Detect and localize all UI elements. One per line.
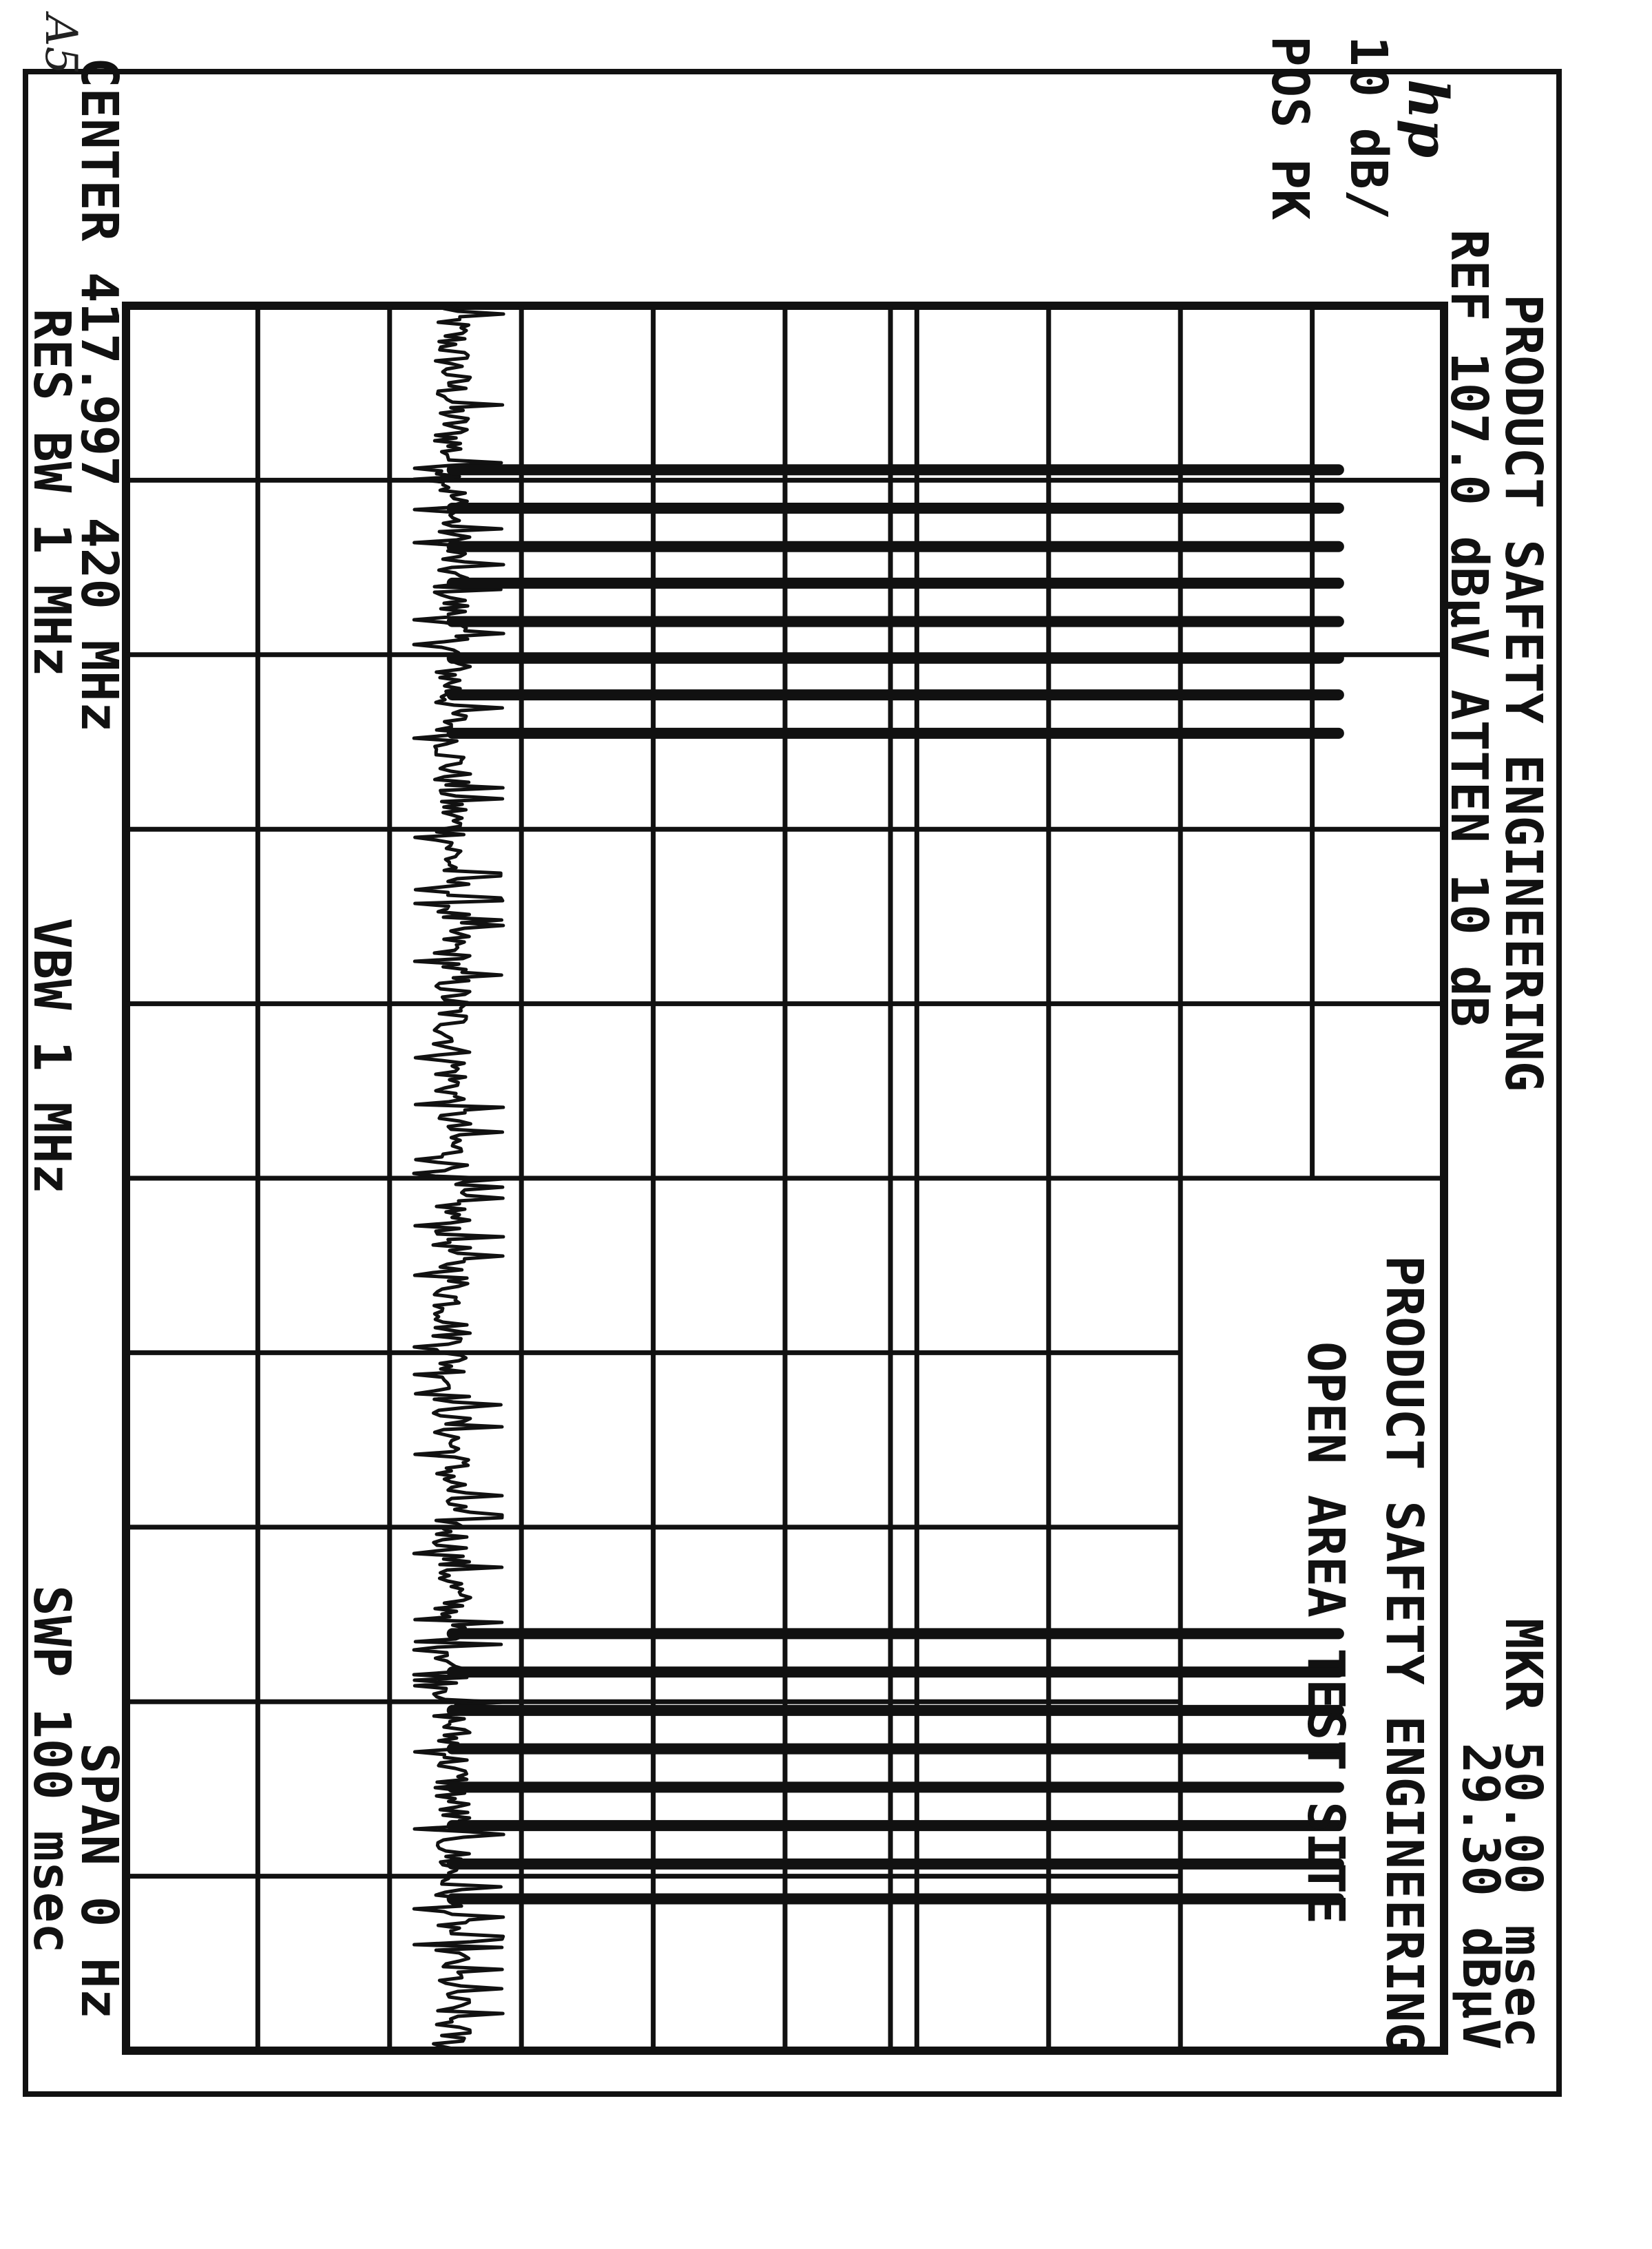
- marker-time-readout: MKR 50.00 msec: [1494, 1618, 1553, 2048]
- handwritten-note: A5: [35, 11, 86, 74]
- graticule: [122, 302, 1448, 2055]
- resolution-bandwidth: RES BW 1 MHz: [22, 308, 81, 677]
- annotation-line-1: PRODUCT SAFETY ENGINEERING: [1374, 1255, 1434, 2053]
- noise-floor-trace: [412, 304, 505, 2051]
- marker-level-readout: 29.30 dBµV: [1451, 1743, 1510, 2050]
- outer-frame: [23, 69, 1562, 2097]
- trace: [412, 304, 1344, 2051]
- detector-readout: POS PK: [1260, 36, 1319, 220]
- header-title: PRODUCT SAFETY ENGINEERING: [1494, 294, 1553, 1091]
- plot-area: A5 hp PRODUCT SAFETY ENGINEERING REF 107…: [22, 11, 1562, 2097]
- span: SPAN 0 Hz: [70, 1743, 129, 2019]
- ref-level-readout: REF 107.0 dBµV ATTEN 10 dB: [1439, 229, 1498, 1027]
- sweep-time: SWP 100 msec: [22, 1585, 81, 1954]
- scale-readout: 10 dB/: [1339, 36, 1398, 220]
- center-frequency: CENTER 417.997 420 MHz: [70, 57, 129, 732]
- hp-logo: hp: [1396, 79, 1461, 158]
- annotation-line-2: OPEN AREA TEST SITE: [1296, 1341, 1355, 1924]
- video-bandwidth: VBW 1 MHz: [22, 918, 81, 1194]
